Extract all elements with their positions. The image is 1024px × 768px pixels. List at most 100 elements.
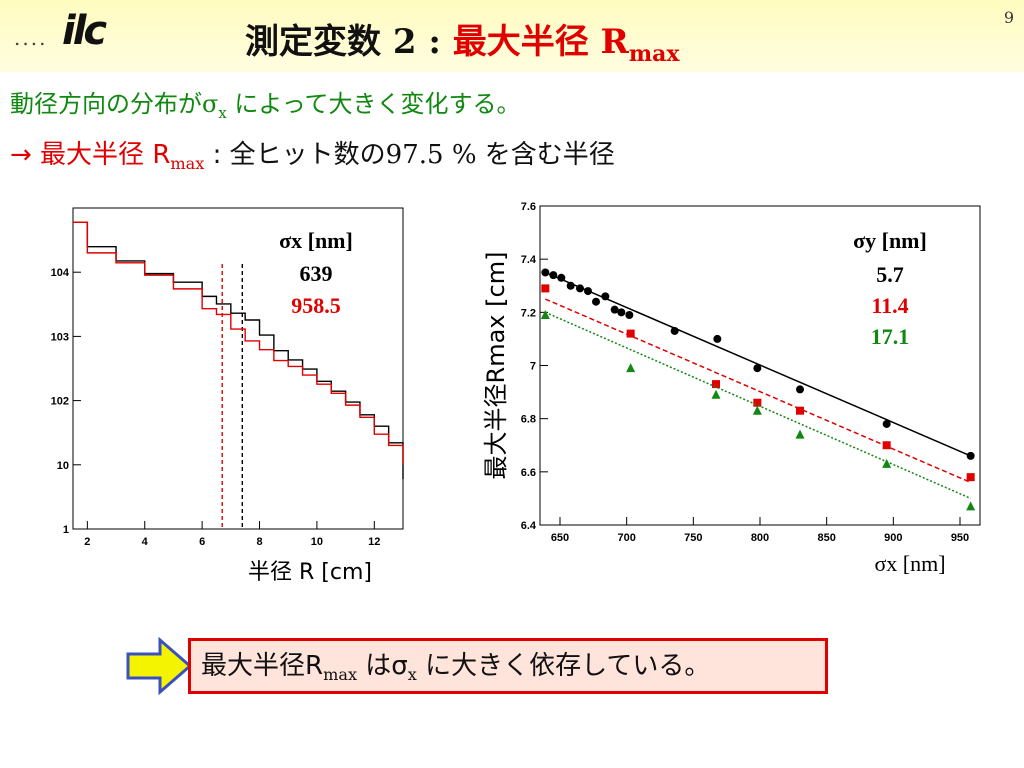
y-tick-label: 7.2 bbox=[521, 307, 536, 319]
description-line-2: → 最大半径 Rmax : 全ヒット数の97.5 % を含む半径 bbox=[10, 134, 615, 173]
data-point bbox=[617, 308, 626, 317]
data-point bbox=[566, 281, 575, 290]
line1-suffix: によって大きく変化する。 bbox=[226, 90, 521, 118]
slide-title: 測定変数 2 : 最大半径 Rmax bbox=[245, 14, 679, 67]
title-red-text: 最大半径 R bbox=[452, 22, 629, 62]
description-line-1: 動径方向の分布がσx によって大きく変化する。 bbox=[10, 84, 521, 122]
data-point bbox=[670, 326, 679, 335]
line1-sigma: σ bbox=[202, 90, 219, 118]
conclusion-sub2: x bbox=[407, 665, 417, 685]
arrow-right-icon bbox=[126, 636, 193, 696]
histogram-958.5 bbox=[73, 221, 404, 465]
slide-number: 9 bbox=[1003, 8, 1014, 27]
line1-prefix: 動径方向の分布が bbox=[10, 90, 202, 118]
x-tick-label: 650 bbox=[551, 532, 569, 544]
line2-arrow: → 最大半径 Rmax bbox=[10, 140, 205, 174]
line2-arrow-text: → 最大半径 R bbox=[10, 140, 171, 170]
x-tick-label: 750 bbox=[684, 532, 702, 544]
title-sub: max bbox=[628, 40, 680, 67]
plot-frame bbox=[72, 207, 404, 530]
y-tick-label: 6.4 bbox=[521, 520, 537, 532]
data-point bbox=[713, 334, 722, 343]
line1-sub: x bbox=[218, 103, 227, 122]
data-point bbox=[626, 329, 635, 338]
x-tick-label: 12 bbox=[368, 536, 380, 548]
x-axis-label: 半径 R [cm] bbox=[248, 560, 372, 585]
data-point bbox=[592, 297, 600, 306]
data-point bbox=[966, 501, 976, 511]
data-point bbox=[541, 284, 550, 293]
data-point bbox=[966, 451, 975, 460]
x-tick-label: 10 bbox=[311, 536, 323, 548]
legend-entry-639: 639 bbox=[300, 261, 333, 286]
y-tick-label: 104 bbox=[51, 267, 70, 279]
y-tick-label: 102 bbox=[51, 396, 69, 408]
legend-entry-17.1: 17.1 bbox=[871, 324, 910, 349]
fit-line-17.1 bbox=[545, 311, 971, 500]
x-tick-label: 850 bbox=[817, 532, 835, 544]
legend-entry-5.7: 5.7 bbox=[876, 262, 904, 287]
data-point bbox=[753, 364, 762, 373]
data-point bbox=[882, 441, 891, 450]
conclusion-text3: に大きく依存している。 bbox=[416, 651, 711, 681]
y-tick-label: 10 bbox=[57, 460, 69, 472]
data-point bbox=[752, 405, 762, 415]
x-tick-label: 900 bbox=[884, 532, 902, 544]
data-point bbox=[541, 268, 550, 277]
y-tick-label: 103 bbox=[51, 331, 69, 343]
line2-text2: を含む半径 bbox=[476, 140, 615, 170]
y-tick-label: 1 bbox=[63, 524, 69, 536]
data-point bbox=[796, 385, 804, 394]
y-tick-label: 6.6 bbox=[521, 467, 536, 479]
title-main: 測定変数 2 : bbox=[245, 22, 453, 62]
legend-title: σy [nm] bbox=[853, 228, 927, 253]
data-point bbox=[626, 363, 636, 373]
y-tick-label: 7.6 bbox=[521, 201, 536, 213]
x-tick-label: 6 bbox=[199, 536, 205, 548]
conclusion-text2: はσ bbox=[357, 651, 408, 681]
data-point bbox=[601, 292, 610, 301]
data-point bbox=[540, 309, 550, 319]
title-red: 最大半径 Rmax bbox=[452, 22, 680, 67]
x-tick-label: 950 bbox=[951, 532, 969, 544]
data-point bbox=[795, 429, 805, 439]
fit-line-5.7 bbox=[545, 271, 971, 457]
x-tick-label: 700 bbox=[617, 532, 635, 544]
data-point bbox=[966, 473, 975, 482]
data-point bbox=[712, 380, 720, 389]
conclusion-text1: 最大半径R bbox=[201, 651, 324, 681]
rmax-vs-sigmax-chart: 650 700 750 800 850 900 950 6.4 6.6 6.8 7 7.2 7.4 7.6… bbox=[470, 192, 990, 592]
y-tick-label: 7 bbox=[530, 361, 536, 373]
line2-arrow-sub: max bbox=[170, 154, 205, 174]
legend-entry-11.4: 11.4 bbox=[871, 293, 908, 318]
conclusion-box: 最大半径Rmax はσx に大きく依存している。 bbox=[188, 638, 828, 694]
x-tick-label: 8 bbox=[256, 536, 262, 548]
line2-colon: : bbox=[204, 140, 230, 170]
data-point bbox=[576, 284, 584, 293]
legend-entry-958.5: 958.5 bbox=[291, 293, 341, 318]
data-point bbox=[882, 419, 891, 428]
x-axis-label: σx [nm] bbox=[874, 551, 945, 576]
y-axis-label: 最大半径Rmax [cm] bbox=[482, 252, 510, 480]
ilc-logo: ilc bbox=[62, 8, 107, 54]
histogram-639 bbox=[73, 221, 404, 480]
legend-title: σx [nm] bbox=[279, 228, 353, 253]
fit-line-11.4 bbox=[545, 298, 971, 484]
y-tick-label: 7.4 bbox=[521, 254, 537, 266]
data-point bbox=[557, 273, 566, 282]
data-point bbox=[882, 458, 892, 468]
data-point bbox=[796, 406, 804, 415]
data-point bbox=[711, 389, 721, 399]
data-point bbox=[753, 398, 762, 407]
y-tick-label: 6.8 bbox=[521, 414, 536, 426]
conclusion-sub1: max bbox=[323, 665, 358, 685]
rmax-vs-sigmax-svg: 650 700 750 800 850 900 950 6.4 6.6 6.8 7 7.2 7.4 7.6… bbox=[482, 201, 981, 576]
x-tick-label: 4 bbox=[142, 536, 149, 548]
data-point bbox=[584, 287, 592, 296]
x-tick-label: 800 bbox=[751, 532, 769, 544]
logo-dots: .... bbox=[14, 26, 48, 50]
x-tick-label: 2 bbox=[84, 536, 90, 548]
data-point bbox=[625, 310, 634, 319]
data-point bbox=[549, 271, 558, 280]
data-point bbox=[610, 305, 619, 314]
